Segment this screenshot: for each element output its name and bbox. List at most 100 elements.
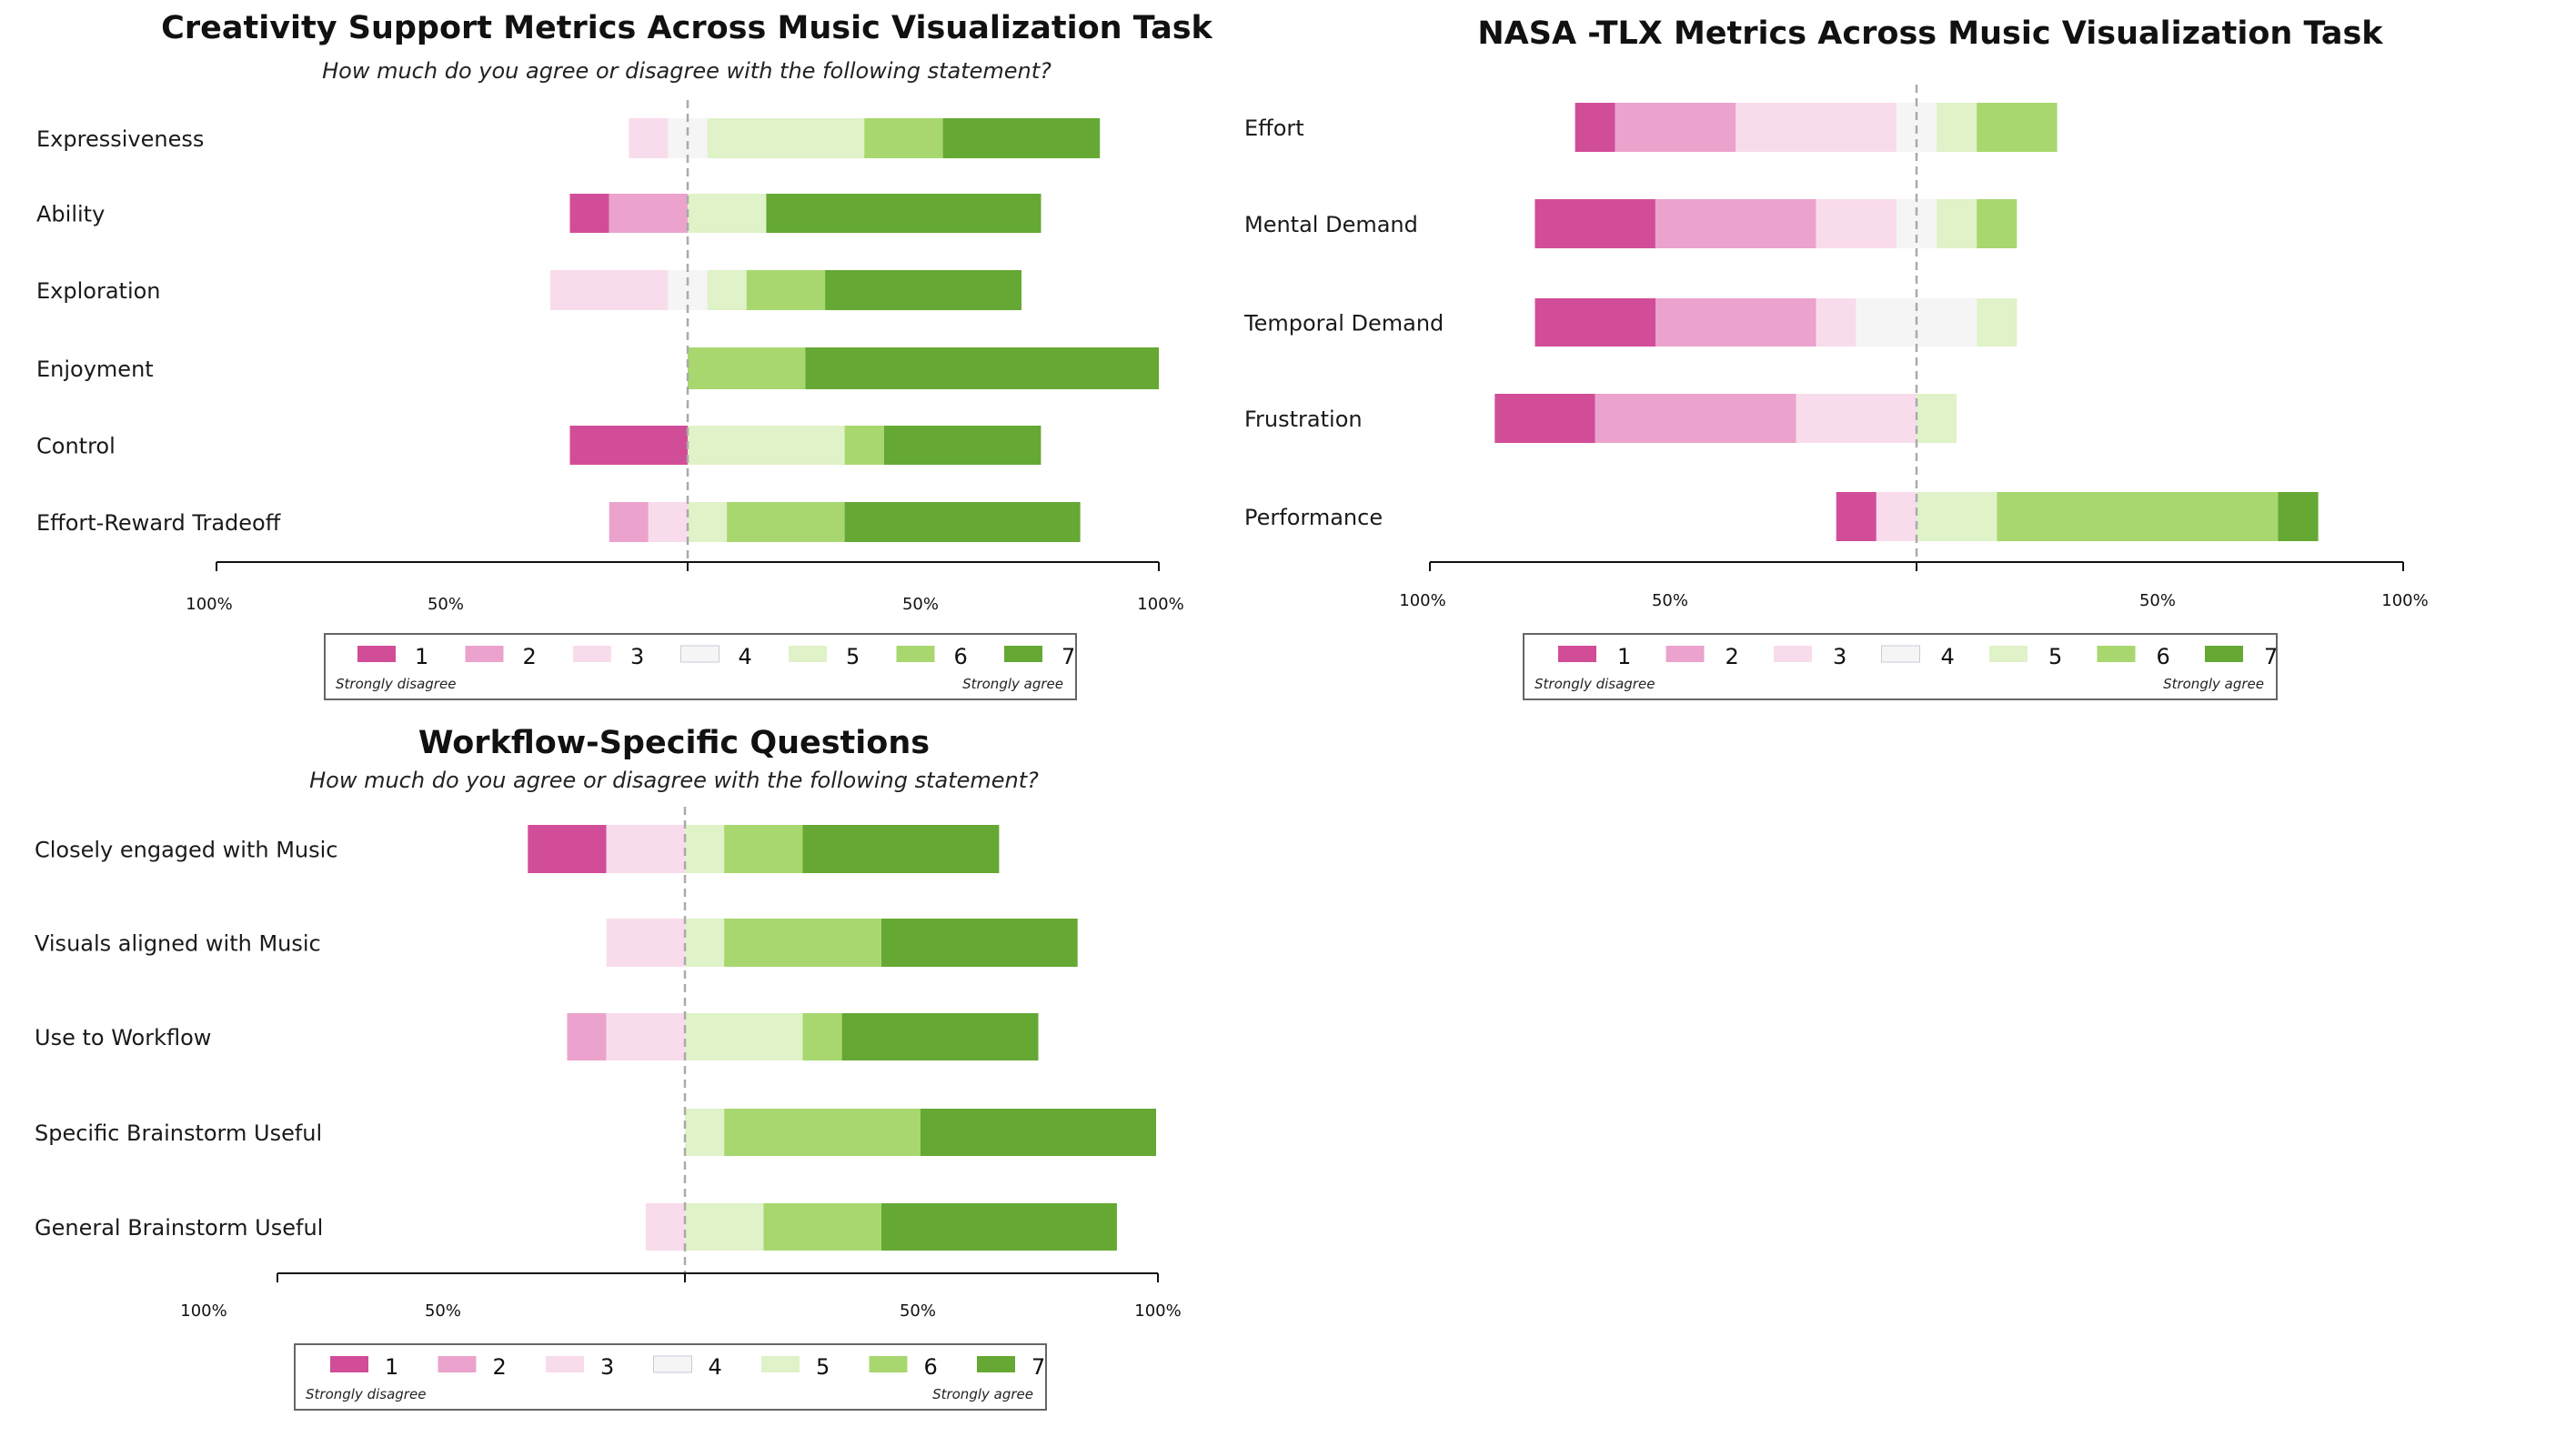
- category-label: Control: [36, 434, 116, 459]
- bars-group: [549, 118, 1159, 542]
- legend-swatch-4: [653, 1355, 692, 1373]
- bar-segment-7: [844, 502, 1081, 542]
- bar-segment-6: [844, 426, 884, 465]
- bar-segment-6: [746, 270, 826, 310]
- bar-segment-4: [668, 270, 708, 310]
- chart-title: Workflow-Specific Questions: [418, 725, 930, 761]
- bar-segment-7: [2278, 492, 2319, 541]
- legend-note-right: Strongly agree: [962, 676, 1063, 692]
- bar-segment-6: [864, 118, 943, 158]
- legend-swatch-3: [546, 1356, 584, 1372]
- bar-segment-3: [606, 919, 685, 967]
- bar-segment-1: [1836, 492, 1877, 541]
- category-label: General Brainstorm Useful: [35, 1215, 323, 1241]
- legend-note-right: Strongly agree: [932, 1386, 1033, 1402]
- legend-label: 3: [1833, 644, 1846, 669]
- bar-segment-4: [668, 118, 708, 158]
- legend-swatch-4: [1881, 645, 1920, 663]
- bar-segment-6: [727, 502, 845, 542]
- bar-segment-5: [685, 825, 725, 873]
- bar-segment-3: [629, 118, 669, 158]
- x-tick-label: 100%: [180, 1301, 226, 1321]
- bar-segment-5: [1917, 394, 1957, 443]
- bar-segment-3: [549, 270, 669, 310]
- legend-note-left: Strongly disagree: [1535, 676, 1655, 692]
- bar-segment-7: [883, 426, 1041, 465]
- bar-segment-2: [609, 502, 649, 542]
- legend-label: 6: [954, 644, 968, 669]
- bar-segment-2: [1595, 394, 1796, 443]
- x-tick-label: 100%: [2381, 591, 2428, 610]
- bar-segment-3: [648, 502, 688, 542]
- legend-label: 5: [2048, 644, 2062, 669]
- legend-label: 4: [1941, 644, 1955, 669]
- category-label: Performance: [1244, 505, 1383, 530]
- category-label: Specific Brainstorm Useful: [35, 1120, 322, 1146]
- legend-label: 2: [493, 1354, 507, 1380]
- legend-label: 7: [1031, 1354, 1045, 1380]
- bar-segment-5: [688, 426, 845, 465]
- x-tick-label: 50%: [902, 595, 939, 614]
- chart-title: NASA -TLX Metrics Across Music Visualiza…: [1477, 15, 2383, 52]
- legend-swatch-5: [1989, 646, 2028, 662]
- legend-swatch-7: [977, 1356, 1015, 1372]
- legend-swatch-5: [789, 646, 827, 662]
- bar-segment-7: [841, 1013, 1039, 1060]
- legend-label: 4: [739, 644, 752, 669]
- x-tick-label: 100%: [1134, 1301, 1181, 1321]
- legend-swatch-2: [438, 1356, 477, 1372]
- category-label: Use to Workflow: [35, 1025, 211, 1050]
- legend-label: 1: [1617, 644, 1631, 669]
- bar-segment-5: [685, 1109, 725, 1156]
- category-label: Frustration: [1244, 407, 1363, 432]
- bars-group: [1494, 103, 2319, 541]
- x-tick-label: 100%: [1137, 595, 1183, 614]
- legend-label: 3: [630, 644, 644, 669]
- bar-segment-5: [688, 194, 767, 233]
- legend-label: 2: [523, 644, 537, 669]
- legend-label: 2: [1726, 644, 1739, 669]
- bar-segment-2: [1655, 298, 1816, 347]
- legend-swatch-1: [1558, 646, 1596, 662]
- category-label: Mental Demand: [1244, 212, 1418, 237]
- bar-segment-6: [724, 825, 803, 873]
- legend-note-right: Strongly agree: [2163, 676, 2264, 692]
- category-label: Closely engaged with Music: [35, 838, 338, 863]
- bar-segment-2: [1615, 103, 1736, 152]
- bar-segment-7: [942, 118, 1101, 158]
- legend-swatch-3: [1774, 646, 1812, 662]
- legend-swatch-7: [2205, 646, 2243, 662]
- category-label: Visuals aligned with Music: [35, 931, 321, 957]
- x-tick-label: 50%: [1652, 591, 1688, 610]
- x-tick-label: 50%: [428, 595, 464, 614]
- bar-segment-3: [1816, 298, 1857, 347]
- legend-frame: [324, 633, 1077, 700]
- bar-segment-3: [606, 1013, 685, 1060]
- legend-label: 3: [600, 1354, 614, 1380]
- bar-segment-1: [1575, 103, 1615, 152]
- bar-segment-6: [724, 1109, 921, 1156]
- bar-segment-5: [1937, 103, 1977, 152]
- x-tick-label: 50%: [2139, 591, 2176, 610]
- x-tick-label: 100%: [186, 595, 232, 614]
- bar-segment-7: [880, 919, 1078, 967]
- bar-segment-7: [802, 825, 1000, 873]
- legend-label: 4: [709, 1354, 722, 1380]
- bar-segment-7: [766, 194, 1041, 233]
- category-label: Effort-Reward Tradeoff: [36, 510, 281, 536]
- legend-swatch-5: [761, 1356, 800, 1372]
- legend-label: 7: [2264, 644, 2278, 669]
- legend-swatch-6: [896, 646, 935, 662]
- legend-note-left: Strongly disagree: [306, 1386, 426, 1402]
- legend-label: 1: [415, 644, 428, 669]
- bar-segment-6: [802, 1013, 842, 1060]
- legend-swatch-2: [465, 646, 504, 662]
- legend-label: 6: [924, 1354, 938, 1380]
- legend-note-left: Strongly disagree: [336, 676, 456, 692]
- legend-label: 1: [385, 1354, 398, 1380]
- bar-segment-3: [1816, 199, 1897, 248]
- legend-label: 7: [1062, 644, 1075, 669]
- bar-segment-5: [685, 1203, 764, 1251]
- x-tick-label: 50%: [900, 1301, 936, 1321]
- bar-segment-1: [569, 426, 688, 465]
